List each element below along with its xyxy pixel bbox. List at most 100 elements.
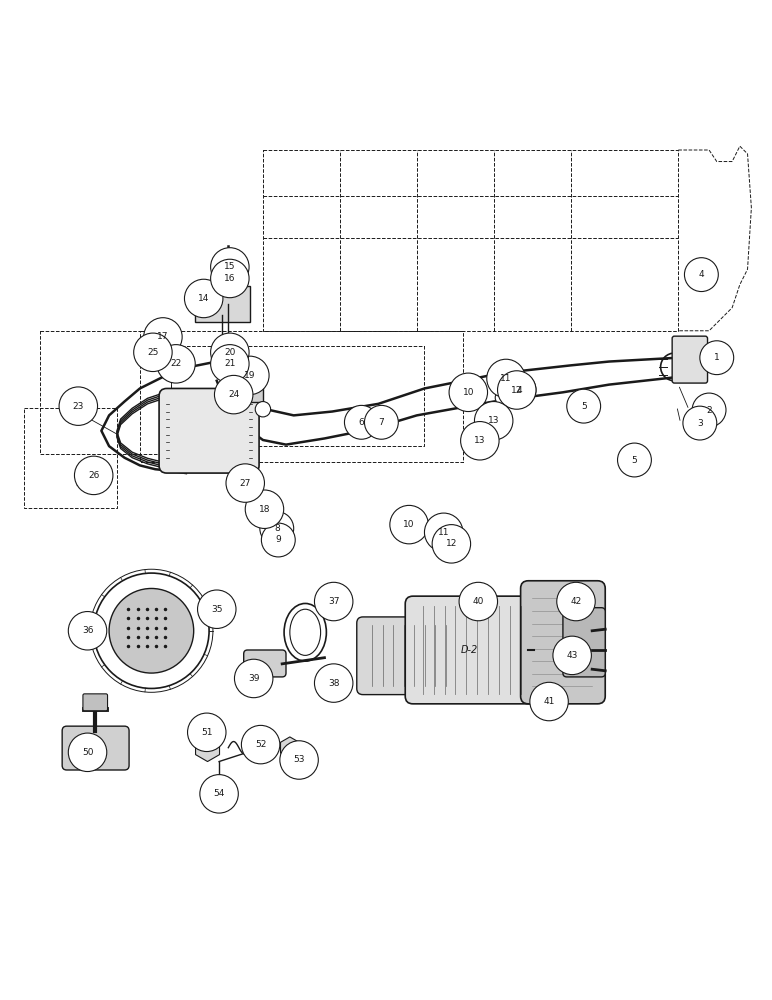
Text: 19: 19 xyxy=(244,371,256,380)
Circle shape xyxy=(314,664,353,702)
FancyBboxPatch shape xyxy=(63,726,129,770)
Circle shape xyxy=(314,582,353,621)
Circle shape xyxy=(226,464,265,502)
Text: 4: 4 xyxy=(699,270,704,279)
FancyBboxPatch shape xyxy=(563,608,605,677)
Ellipse shape xyxy=(290,609,320,655)
Text: 22: 22 xyxy=(171,359,181,368)
FancyBboxPatch shape xyxy=(205,784,234,807)
Circle shape xyxy=(425,513,463,552)
FancyBboxPatch shape xyxy=(357,617,462,695)
Circle shape xyxy=(262,523,295,557)
Circle shape xyxy=(459,582,497,621)
FancyBboxPatch shape xyxy=(672,336,707,383)
Circle shape xyxy=(211,333,249,372)
Circle shape xyxy=(449,373,488,412)
Text: 13: 13 xyxy=(474,436,486,445)
Text: 50: 50 xyxy=(82,748,93,757)
Circle shape xyxy=(367,411,382,426)
FancyBboxPatch shape xyxy=(83,694,107,711)
Circle shape xyxy=(685,258,718,292)
Circle shape xyxy=(683,406,716,440)
Circle shape xyxy=(260,512,293,545)
Circle shape xyxy=(502,373,536,407)
Circle shape xyxy=(692,393,726,427)
FancyBboxPatch shape xyxy=(405,596,540,704)
Circle shape xyxy=(200,775,239,813)
Text: 16: 16 xyxy=(224,274,235,283)
Circle shape xyxy=(245,490,283,528)
Text: 10: 10 xyxy=(403,520,415,529)
Text: 37: 37 xyxy=(328,597,340,606)
Text: 39: 39 xyxy=(248,674,259,683)
Circle shape xyxy=(157,345,195,383)
Circle shape xyxy=(215,375,253,414)
Text: 36: 36 xyxy=(82,626,93,635)
Text: 51: 51 xyxy=(201,728,212,737)
Text: 27: 27 xyxy=(239,479,251,488)
FancyBboxPatch shape xyxy=(195,286,250,322)
Text: 23: 23 xyxy=(73,402,84,411)
Circle shape xyxy=(242,725,279,764)
Circle shape xyxy=(74,456,113,495)
Text: 41: 41 xyxy=(543,697,555,706)
Circle shape xyxy=(134,333,172,372)
Circle shape xyxy=(495,390,510,405)
Text: 5: 5 xyxy=(631,456,638,465)
Text: 1: 1 xyxy=(714,353,720,362)
Text: 9: 9 xyxy=(276,535,281,544)
Circle shape xyxy=(256,402,271,417)
Circle shape xyxy=(231,356,269,395)
Text: 25: 25 xyxy=(147,348,158,357)
Circle shape xyxy=(390,505,428,544)
Circle shape xyxy=(461,422,499,460)
Circle shape xyxy=(530,682,568,721)
Text: 3: 3 xyxy=(697,419,703,428)
Text: 35: 35 xyxy=(211,605,222,614)
Circle shape xyxy=(235,659,273,698)
Circle shape xyxy=(279,741,318,779)
Circle shape xyxy=(211,345,249,383)
Text: 12: 12 xyxy=(445,539,457,548)
Circle shape xyxy=(557,582,595,621)
Text: 7: 7 xyxy=(378,418,384,427)
Circle shape xyxy=(109,588,194,673)
Text: 11: 11 xyxy=(500,374,512,383)
Circle shape xyxy=(144,318,182,356)
Text: 11: 11 xyxy=(438,528,449,537)
Text: 15: 15 xyxy=(224,262,235,271)
Text: 6: 6 xyxy=(358,418,364,427)
Text: 13: 13 xyxy=(488,416,499,425)
Circle shape xyxy=(211,248,249,286)
Circle shape xyxy=(211,259,249,298)
Circle shape xyxy=(487,359,525,398)
Text: 10: 10 xyxy=(462,388,474,397)
Circle shape xyxy=(475,402,513,440)
FancyBboxPatch shape xyxy=(520,581,605,704)
Circle shape xyxy=(68,612,107,650)
FancyBboxPatch shape xyxy=(221,367,263,402)
Text: 43: 43 xyxy=(567,651,577,660)
FancyBboxPatch shape xyxy=(244,650,286,677)
Text: 42: 42 xyxy=(571,597,581,606)
Circle shape xyxy=(618,443,652,477)
Text: 40: 40 xyxy=(472,597,484,606)
Circle shape xyxy=(364,405,398,439)
Circle shape xyxy=(185,279,223,318)
Circle shape xyxy=(567,389,601,423)
Text: 2: 2 xyxy=(706,406,712,415)
Text: 8: 8 xyxy=(274,524,279,533)
Circle shape xyxy=(553,636,591,675)
Text: D-2: D-2 xyxy=(460,645,478,655)
Circle shape xyxy=(700,341,733,375)
Text: 17: 17 xyxy=(157,332,168,341)
Circle shape xyxy=(344,405,378,439)
Circle shape xyxy=(497,371,536,409)
FancyBboxPatch shape xyxy=(159,388,259,473)
Text: 20: 20 xyxy=(224,348,235,357)
Text: 53: 53 xyxy=(293,755,305,764)
Text: 24: 24 xyxy=(228,390,239,399)
Circle shape xyxy=(68,733,107,772)
Circle shape xyxy=(59,387,97,425)
Circle shape xyxy=(198,590,236,628)
